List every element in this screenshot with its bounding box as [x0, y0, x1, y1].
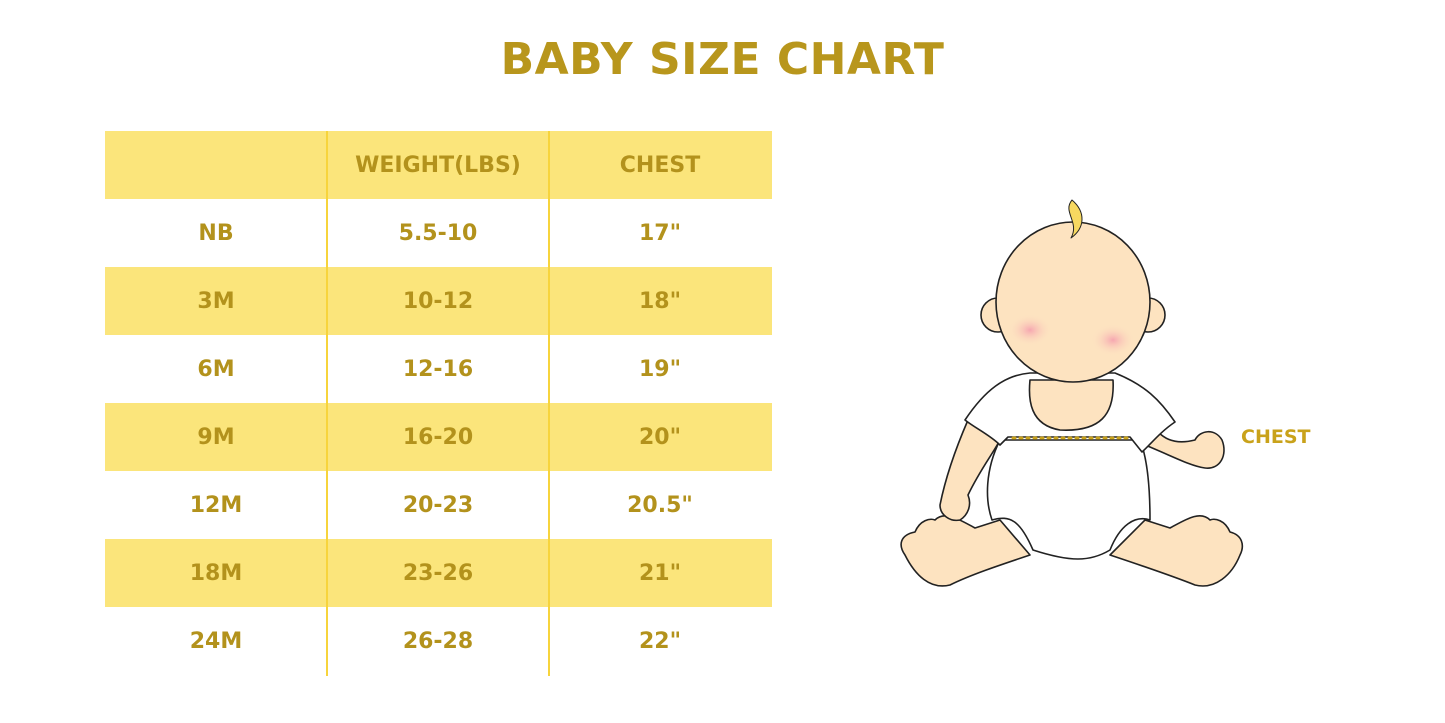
- column-divider: [548, 131, 550, 676]
- table-row: 24M 26-28 22": [105, 607, 772, 675]
- table-row: NB 5.5-10 17": [105, 199, 772, 267]
- weight-cell: 23-26: [402, 560, 474, 586]
- size-cell: NB: [198, 220, 234, 246]
- table-row: 9M 16-20 20": [105, 403, 772, 471]
- weight-cell: 10-12: [402, 288, 474, 314]
- chest-cell: 18": [638, 288, 682, 314]
- header-weight: WEIGHT(LBS): [355, 152, 521, 178]
- weight-cell: 5.5-10: [398, 220, 478, 246]
- column-divider: [326, 131, 328, 676]
- size-cell: 12M: [189, 492, 243, 518]
- chest-cell: 22": [638, 628, 682, 654]
- baby-illustration: [900, 199, 1244, 587]
- table-header-row: WEIGHT(LBS) CHEST: [105, 131, 772, 199]
- table-row: 12M 20-23 20.5": [105, 471, 772, 539]
- header-size: [105, 131, 327, 199]
- chest-cell: 20.5": [627, 492, 693, 518]
- cheek-blush: [1091, 324, 1135, 356]
- weight-cell: 20-23: [402, 492, 474, 518]
- chest-cell: 17": [638, 220, 682, 246]
- size-cell: 9M: [197, 424, 235, 450]
- table-row: 6M 12-16 19": [105, 335, 772, 403]
- size-table: WEIGHT(LBS) CHEST NB 5.5-10 17" 3M 10-12…: [105, 131, 772, 675]
- weight-cell: 16-20: [402, 424, 474, 450]
- chest-label: CHEST: [1241, 426, 1311, 448]
- weight-cell: 26-28: [402, 628, 474, 654]
- page-title: BABY SIZE CHART: [500, 34, 945, 85]
- chest-cell: 19": [638, 356, 682, 382]
- size-cell: 24M: [189, 628, 243, 654]
- cheek-blush: [1008, 314, 1052, 346]
- weight-cell: 12-16: [402, 356, 474, 382]
- table-row: 18M 23-26 21": [105, 539, 772, 607]
- table-row: 3M 10-12 18": [105, 267, 772, 335]
- size-cell: 3M: [197, 288, 235, 314]
- chest-cell: 20": [638, 424, 682, 450]
- size-cell: 18M: [189, 560, 243, 586]
- header-chest: CHEST: [619, 152, 701, 178]
- chest-cell: 21": [638, 560, 682, 586]
- size-cell: 6M: [197, 356, 235, 382]
